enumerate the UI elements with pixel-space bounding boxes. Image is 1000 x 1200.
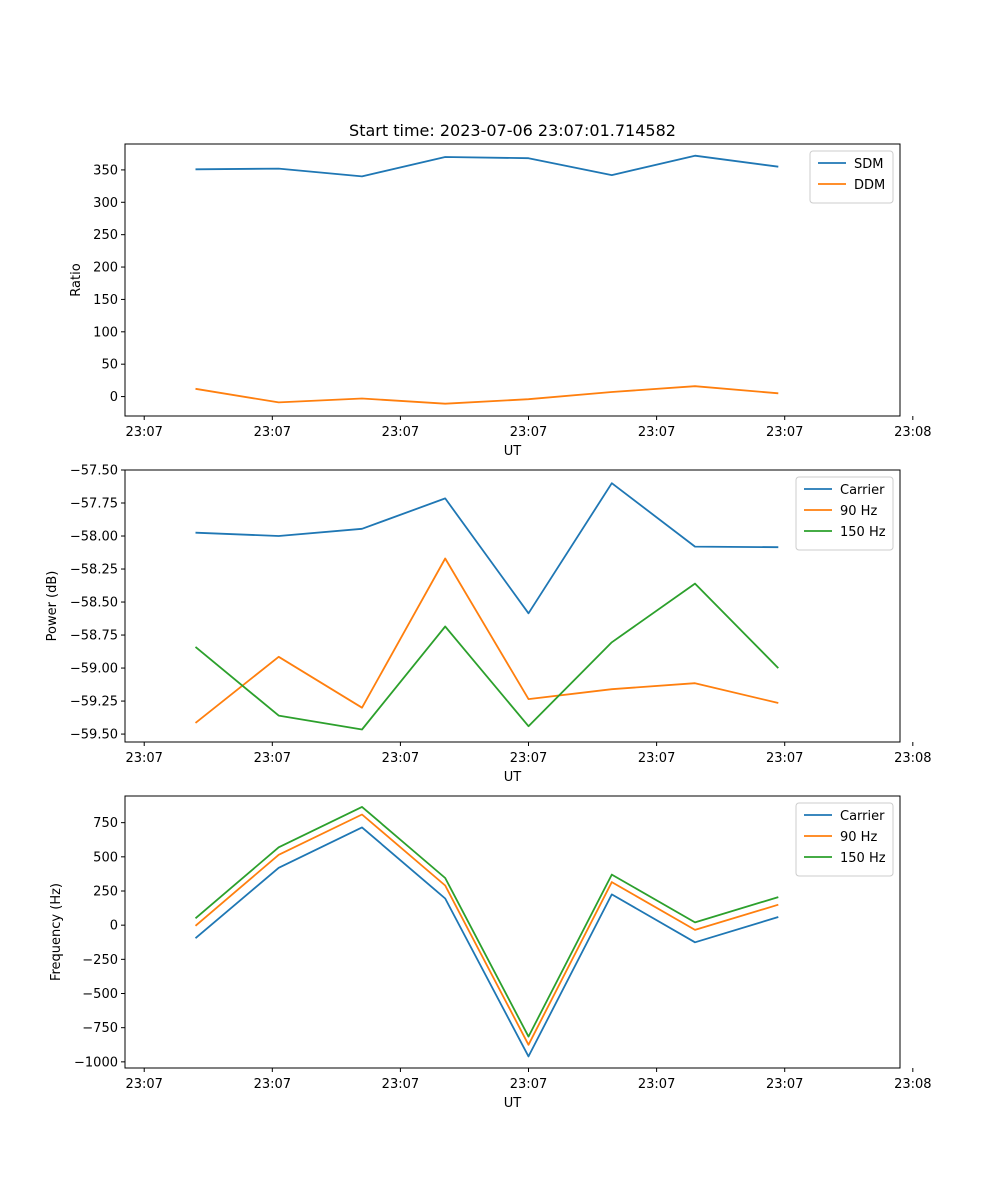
x-tick-label: 23:07: [254, 751, 291, 766]
series-line-sdm: [195, 154, 779, 178]
series-line-90-hz: [194, 813, 779, 1046]
legend: Carrier 90 Hz 150 Hz: [795, 476, 894, 551]
legend: Carrier 90 Hz 150 Hz: [795, 802, 894, 877]
legend-label: 90 Hz: [840, 504, 877, 519]
legend-label: 90 Hz: [840, 830, 877, 845]
series-line-90-hz: [194, 557, 779, 724]
axes-frame: [124, 469, 901, 743]
legend-label: 150 Hz: [840, 525, 886, 540]
y-axis-label: Ratio: [69, 263, 84, 296]
chart-title: Start time: 2023-07-06 23:07:01.714582: [349, 121, 676, 140]
y-tick-label: 750: [93, 816, 118, 831]
series-line-carrier: [195, 482, 779, 615]
series-line-150-hz: [194, 582, 779, 731]
legend-label: Carrier: [840, 483, 885, 498]
x-tick-label: 23:07: [766, 1077, 803, 1092]
x-tick-label: 23:07: [510, 751, 547, 766]
y-tick-label: 300: [93, 196, 118, 211]
x-tick-label: 23:07: [766, 751, 803, 766]
subplot-2: 23:07 23:07 23:07 23:07 23:07 23:07 23:08 −59.5…: [45, 464, 932, 786]
x-tick-label: 23:07: [125, 425, 162, 440]
y-tick-label: −59.25: [70, 695, 118, 710]
y-tick-label: −57.50: [70, 464, 118, 479]
x-tick-label: 23:07: [382, 751, 419, 766]
x-tick-label: 23:07: [254, 1077, 291, 1092]
series-line-ddm: [195, 385, 779, 405]
x-tick-label: 23:07: [638, 1077, 675, 1092]
x-axis-label: UT: [504, 444, 522, 459]
y-tick-label: −57.75: [70, 497, 118, 512]
y-tick-label: 350: [93, 163, 118, 178]
x-axis-label: UT: [504, 770, 522, 785]
x-axis-label: UT: [504, 1096, 522, 1111]
x-tick-label: 23:07: [766, 425, 803, 440]
x-tick-label: 23:08: [894, 1077, 931, 1092]
y-tick-label: −500: [82, 987, 118, 1002]
y-tick-label: 250: [93, 884, 118, 899]
y-tick-label: 150: [93, 293, 118, 308]
y-tick-label: 0: [110, 390, 118, 405]
y-tick-label: −250: [82, 953, 118, 968]
legend-box: [809, 150, 894, 204]
series-line-150-hz: [194, 806, 779, 1038]
x-tick-label: 23:07: [125, 1077, 162, 1092]
x-tick-label: 23:07: [510, 1077, 547, 1092]
x-tick-label: 23:08: [894, 751, 931, 766]
y-tick-label: −58.50: [70, 596, 118, 611]
x-tick-label: 23:07: [254, 425, 291, 440]
x-tick-label: 23:07: [125, 751, 162, 766]
y-tick-label: 0: [110, 919, 118, 934]
x-tick-label: 23:07: [638, 425, 675, 440]
y-tick-label: −59.50: [70, 728, 118, 743]
x-tick-label: 23:07: [382, 1077, 419, 1092]
y-tick-label: 200: [93, 261, 118, 276]
legend-label: 150 Hz: [840, 851, 886, 866]
subplot-1: Start time: 2023-07-06 23:07:01.714582 23…: [69, 121, 932, 459]
y-tick-label: 100: [93, 325, 118, 340]
y-axis-label: Frequency (Hz): [49, 883, 64, 981]
y-tick-label: −58.00: [70, 530, 118, 545]
y-tick-label: −750: [82, 1021, 118, 1036]
y-tick-label: −58.25: [70, 563, 118, 578]
y-tick-label: −1000: [74, 1055, 118, 1070]
y-axis-label: Power (dB): [45, 571, 60, 642]
legend-label: Carrier: [840, 809, 885, 824]
legend-label: DDM: [854, 178, 885, 193]
x-tick-label: 23:07: [510, 425, 547, 440]
series-line-carrier: [194, 826, 779, 1058]
subplot-3: 23:07 23:07 23:07 23:07 23:07 23:07 23:08 −1000…: [49, 795, 932, 1111]
legend: SDM DDM: [809, 150, 894, 204]
y-tick-label: 50: [101, 358, 118, 373]
y-tick-label: 500: [93, 850, 118, 865]
legend-label: SDM: [854, 157, 883, 172]
x-tick-label: 23:08: [894, 425, 931, 440]
axes-frame: [124, 795, 901, 1069]
y-tick-label: −59.00: [70, 662, 118, 677]
y-tick-label: −58.75: [70, 629, 118, 644]
axes-frame: [124, 143, 901, 417]
x-tick-label: 23:07: [382, 425, 419, 440]
y-tick-label: 250: [93, 228, 118, 243]
x-tick-label: 23:07: [638, 751, 675, 766]
